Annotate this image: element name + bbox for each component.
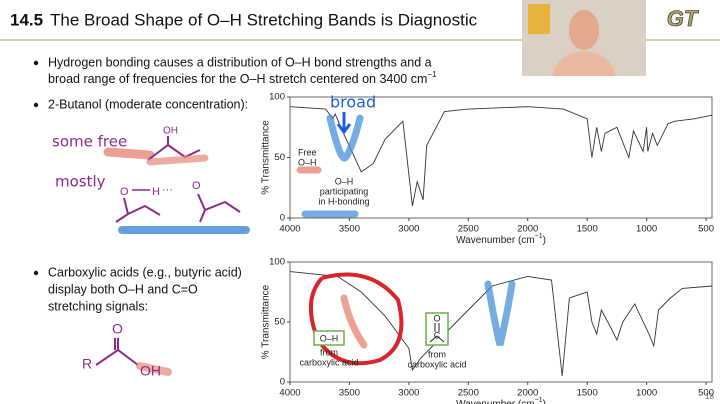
webcam-poster xyxy=(528,4,550,34)
x-axis-label-part: −1 xyxy=(535,233,543,240)
bond xyxy=(429,323,445,343)
label-box xyxy=(313,330,345,346)
webcam-body xyxy=(552,51,616,76)
slide-title: The Broad Shape of O–H Stretching Bands … xyxy=(50,10,478,29)
x-axis-label-part: ) xyxy=(543,399,546,404)
x-tick-label: 1000 xyxy=(636,224,657,235)
annotation: from xyxy=(428,349,446,359)
bullet-text: display both O–H and C=O xyxy=(48,282,198,296)
annotation: O–H xyxy=(335,176,354,186)
x-tick-label: 2500 xyxy=(458,388,479,399)
x-tick-label: 1500 xyxy=(577,388,598,399)
bullet-dot xyxy=(33,60,39,66)
molecule-label: ··· xyxy=(162,184,173,196)
label-box xyxy=(425,312,449,346)
highlight xyxy=(136,362,172,376)
highlight xyxy=(484,280,516,346)
molecule-label: OH xyxy=(140,363,161,379)
x-axis-label: Wavenumber (cm−1) xyxy=(456,397,546,404)
molecule-label: O xyxy=(112,321,123,337)
x-tick-label: 4000 xyxy=(279,224,300,235)
annotation: in H-bonding xyxy=(318,196,369,206)
x-axis-label-part: Wavenumber (cm xyxy=(456,235,535,246)
annotation: from xyxy=(320,347,338,357)
logo: GT xyxy=(667,6,699,31)
y-tick-label: 50 xyxy=(274,317,285,328)
handwriting: mostly xyxy=(55,173,106,191)
handwriting: broad xyxy=(330,93,376,112)
highlight xyxy=(103,147,155,160)
x-tick-label: 2000 xyxy=(517,224,538,235)
annotation: O–H xyxy=(298,157,317,167)
bullet-text: Hydrogen bonding causes a distribution o… xyxy=(48,55,432,69)
y-axis-label: % Transmittance xyxy=(261,120,272,195)
x-tick-label: 2000 xyxy=(517,388,538,399)
x-tick-label: 500 xyxy=(698,388,714,399)
y-tick-label: 100 xyxy=(269,92,285,103)
bullet-text: stretching signals: xyxy=(48,299,148,313)
x-tick-label: 3500 xyxy=(339,388,360,399)
spectrum-line xyxy=(289,271,713,377)
circle-mark xyxy=(308,272,404,366)
molecule-label: O xyxy=(120,186,129,198)
bullet-dot xyxy=(33,270,39,276)
annotation: carboxylic acid xyxy=(299,357,358,367)
webcam-face xyxy=(569,10,599,50)
molecule xyxy=(147,136,201,161)
x-tick-label: 2500 xyxy=(458,224,479,235)
annotation: Free xyxy=(298,147,317,157)
bullet-text: broad range of frequencies for the O–H s… xyxy=(48,70,437,86)
x-tick-label: 3000 xyxy=(398,224,419,235)
section-number: 14.5 xyxy=(10,10,43,29)
x-axis-label-part: ) xyxy=(543,235,546,246)
x-axis-label-part: Wavenumber (cm xyxy=(456,399,535,404)
highlight xyxy=(146,154,209,166)
x-tick-label: 500 xyxy=(698,224,714,235)
x-tick-label: 4000 xyxy=(279,388,300,399)
bullet-text: 2-Butanol (moderate concentration): xyxy=(48,97,248,111)
bullet-dot xyxy=(33,102,39,108)
molecule-label: OH xyxy=(163,126,178,137)
superscript: −1 xyxy=(427,70,437,79)
y-tick-label: 100 xyxy=(269,257,285,268)
x-axis-label: Wavenumber (cm−1) xyxy=(456,233,546,246)
annotation: O xyxy=(433,313,440,323)
x-axis-label-part: −1 xyxy=(535,397,543,404)
spectrum-line xyxy=(289,106,713,206)
molecule xyxy=(95,338,139,366)
y-tick-label: 50 xyxy=(274,152,285,163)
annotation: carboxylic acid xyxy=(407,359,466,369)
highlight xyxy=(326,114,364,162)
y-tick-label: 0 xyxy=(280,377,285,388)
molecule xyxy=(115,193,241,223)
handwriting: some free xyxy=(52,133,127,151)
annotation: participating xyxy=(320,186,369,196)
bullet-text: Carboxylic acids (e.g., butyric acid) xyxy=(48,265,242,279)
arrow xyxy=(336,112,352,135)
x-tick-label: 1000 xyxy=(636,388,657,399)
x-tick-label: 1500 xyxy=(577,224,598,235)
x-tick-label: 3500 xyxy=(339,224,360,235)
molecule-label: R xyxy=(82,356,92,372)
molecule-label: H xyxy=(152,186,160,198)
annotation: C xyxy=(434,330,441,340)
y-tick-label: 0 xyxy=(280,213,285,224)
annotation: O–H xyxy=(320,333,339,343)
page-number: 18 xyxy=(705,392,714,401)
molecule-label: O xyxy=(192,180,201,192)
bullet-text: broad range of frequencies for the O–H s… xyxy=(48,72,427,86)
x-tick-label: 3000 xyxy=(398,388,419,399)
y-axis-label: % Transmittance xyxy=(261,284,272,359)
highlight xyxy=(340,294,368,349)
